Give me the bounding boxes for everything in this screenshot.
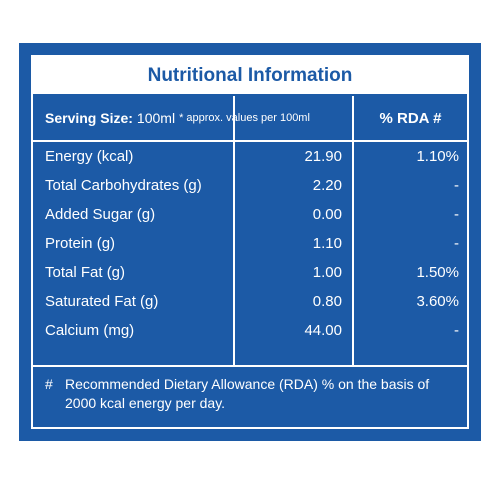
- nutrient-value: 1.10: [312, 235, 342, 252]
- nutrient-value: 1.00: [312, 264, 342, 281]
- nutrient-name: Protein (g): [45, 235, 116, 252]
- nutrient-name: Saturated Fat (g): [45, 293, 159, 310]
- rda-column-header: % RDA #: [379, 109, 442, 127]
- table-row: Calcium (mg) 44.00 -: [33, 316, 467, 345]
- nutrient-rda: 3.60%: [416, 293, 459, 310]
- serving-size: Serving Size: 100ml * approx. values per…: [45, 96, 310, 140]
- serving-size-note: * approx. values per 100ml: [179, 112, 310, 124]
- nutrient-rda: -: [454, 206, 459, 223]
- nutrient-value: 2.20: [312, 177, 342, 194]
- nutrient-name: Added Sugar (g): [45, 206, 156, 223]
- table-row: Added Sugar (g) 0.00 -: [33, 200, 467, 229]
- nutrient-rda: -: [454, 177, 459, 194]
- rda-footnote: # Recommended Dietary Allowance (RDA) % …: [45, 375, 460, 413]
- nutrient-name: Total Carbohydrates (g): [45, 177, 202, 194]
- nutrient-rda: -: [454, 322, 459, 339]
- nutrient-name: Energy (kcal): [45, 148, 134, 165]
- nutrient-rda: -: [454, 235, 459, 252]
- nutrient-value: 0.00: [312, 206, 342, 223]
- nutrient-name: Total Fat (g): [45, 264, 126, 281]
- nutrient-rda: 1.50%: [416, 264, 459, 281]
- row-divider: [33, 365, 467, 367]
- serving-size-value: 100ml: [136, 110, 176, 126]
- column-divider: [233, 96, 235, 365]
- table-row: Energy (kcal) 21.90 1.10%: [33, 142, 467, 171]
- nutrition-panel: Nutritional Information Serving Size: 10…: [19, 43, 481, 441]
- nutrient-value: 21.90: [304, 148, 342, 165]
- table-row: Protein (g) 1.10 -: [33, 229, 467, 258]
- serving-row: Serving Size: 100ml * approx. values per…: [33, 96, 467, 142]
- table-row: Saturated Fat (g) 0.80 3.60%: [33, 287, 467, 316]
- nutrient-rows: Energy (kcal) 21.90 1.10% Total Carbohyd…: [33, 142, 467, 345]
- table-title: Nutritional Information: [33, 57, 467, 94]
- footnote-text: Recommended Dietary Allowance (RDA) % on…: [65, 376, 430, 411]
- serving-size-label: Serving Size:: [45, 110, 133, 126]
- nutrient-rda: 1.10%: [416, 148, 459, 165]
- column-divider: [352, 96, 354, 365]
- nutrient-value: 0.80: [312, 293, 342, 310]
- nutrient-value: 44.00: [304, 322, 342, 339]
- nutrient-name: Calcium (mg): [45, 322, 135, 339]
- nutrition-table: Nutritional Information Serving Size: 10…: [31, 55, 469, 429]
- footnote-symbol: #: [45, 376, 53, 392]
- table-row: Total Fat (g) 1.00 1.50%: [33, 258, 467, 287]
- table-row: Total Carbohydrates (g) 2.20 -: [33, 171, 467, 200]
